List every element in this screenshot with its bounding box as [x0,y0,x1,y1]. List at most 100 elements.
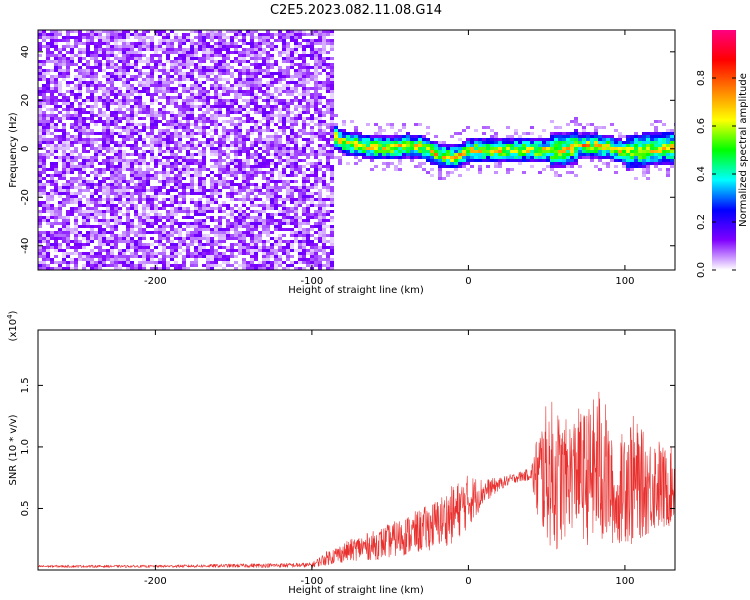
spectrogram-cell [182,135,186,138]
spectrogram-cell [422,135,426,138]
spectrogram-cell [50,261,54,264]
spectrogram-cell [430,141,434,144]
spectrogram-cell [94,231,98,234]
spectrogram-cell [266,54,270,57]
spectrogram-cell [74,249,78,252]
spectrogram-cell [58,237,62,240]
spectrogram-cell [222,78,226,81]
spectrogram-cell [286,219,290,222]
spectrogram-cell [210,69,214,72]
spectrogram-cell [202,81,206,84]
spectrogram-cell [258,69,262,72]
spectrogram-cell [182,48,186,51]
spectrogram-cell [510,150,514,153]
spectrogram-cell [46,81,50,84]
spectrogram-cell [310,261,314,264]
spectrogram-cell [142,144,146,147]
spectrogram-cell [270,120,274,123]
spectrogram-cell [42,132,46,135]
spectrogram-cell [286,54,290,57]
spectrogram-cell [54,174,58,177]
spectrogram-cell [114,183,118,186]
spectrogram-cell [246,102,250,105]
spectrogram-cell [310,162,314,165]
spectrogram-cell [94,177,98,180]
spectrogram-cell [210,243,214,246]
spectrogram-cell [186,90,190,93]
spectrogram-cell [78,87,82,90]
spectrogram-cell [138,147,142,150]
spectrogram-cell [74,123,78,126]
spectrogram-cell [290,30,294,33]
spectrogram-cell [326,66,330,69]
spectrogram-cell [282,213,286,216]
spectrogram-cell [94,147,98,150]
spectrogram-cell [314,180,318,183]
spectrogram-cell [270,93,274,96]
spectrogram-cell [538,138,542,141]
spectrogram-cell [522,171,526,174]
spectrogram-cell [302,126,306,129]
spectrogram-cell [322,66,326,69]
spectrogram-cell [282,105,286,108]
spectrogram-cell [290,39,294,42]
spectrogram-cell [198,129,202,132]
spectrogram-cell [198,228,202,231]
spectrogram-cell [134,255,138,258]
spectrogram-cell [330,216,334,219]
spectrogram-cell [162,252,166,255]
spectrogram-cell [74,234,78,237]
spectrogram-cell [198,246,202,249]
spectrogram-cell [78,60,82,63]
spectrogram-cell [66,132,70,135]
spectrogram-cell [162,132,166,135]
spectrogram-cell [506,141,510,144]
spectrogram-cell [230,237,234,240]
spectrogram-cell [130,192,134,195]
spectrogram-cell [50,90,54,93]
spectrogram-cell [266,216,270,219]
spectrogram-cell [258,141,262,144]
spectrogram-cell [78,129,82,132]
spectrogram-cell [138,72,142,75]
spectrogram-cell [210,135,214,138]
spectrogram-cell [110,54,114,57]
spectrogram-cell [250,210,254,213]
spectrogram-cell [122,138,126,141]
spectrogram-cell [262,105,266,108]
spectrogram-cell [174,69,178,72]
spectrogram-cell [314,249,318,252]
spectrogram-cell [82,237,86,240]
spectrogram-cell [214,207,218,210]
spectrogram-cell [38,195,42,198]
spectrogram-cell [38,36,42,39]
spectrogram-cell [234,267,238,270]
spectrogram-cell [150,258,154,261]
spectrogram-cell [202,147,206,150]
spectrogram-cell [130,75,134,78]
spectrogram-cell [142,150,146,153]
spectrogram-cell [42,102,46,105]
spectrogram-cell [234,135,238,138]
spectrogram-cell [262,159,266,162]
spectrogram-cell [310,201,314,204]
spectrogram-cell [146,108,150,111]
spectrogram-cell [146,246,150,249]
spectrogram-cell [306,216,310,219]
spectrogram-cell [126,117,130,120]
spectrogram-cell [326,57,330,60]
spectrogram-cell [294,171,298,174]
spectrogram-cell [38,261,42,264]
spectrogram-cell [290,192,294,195]
spectrogram-cell [370,153,374,156]
spectrogram-cell [254,81,258,84]
spectrogram-cell [106,201,110,204]
spectrogram-cell [258,105,262,108]
spectrogram-cell [298,66,302,69]
spectrogram-cell [130,204,134,207]
spectrogram-cell [126,102,130,105]
spectrogram-cell [266,267,270,270]
spectrogram-cell [94,207,98,210]
spectrogram-cell [314,174,318,177]
spectrogram-cell [58,192,62,195]
